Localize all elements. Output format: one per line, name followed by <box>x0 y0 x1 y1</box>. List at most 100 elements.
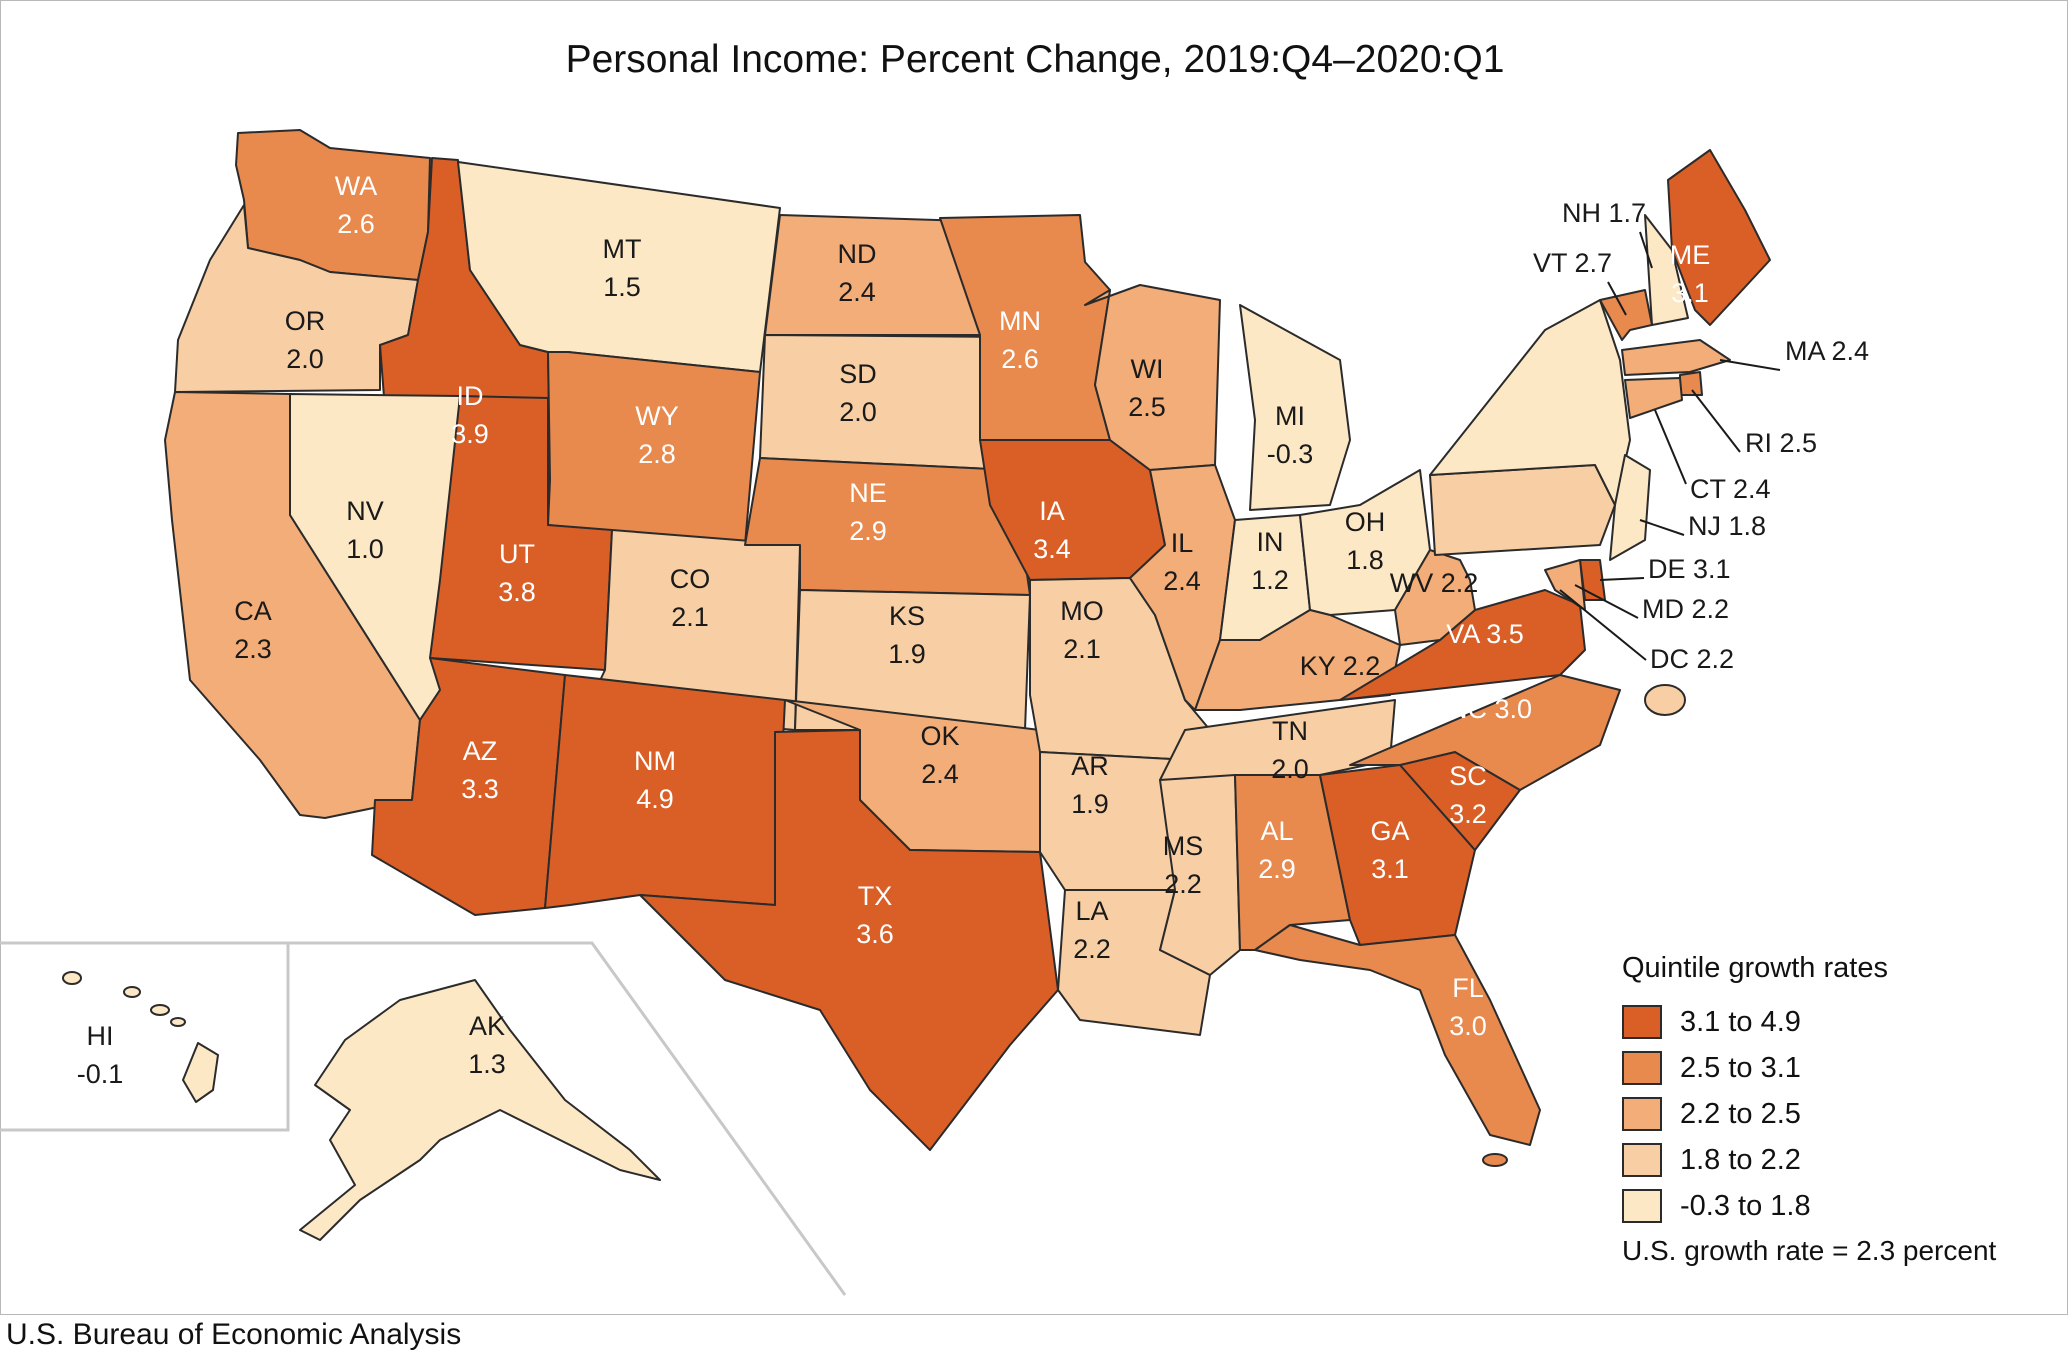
state-value-oh: 1.8 <box>1346 545 1384 575</box>
state-value-fl: 3.0 <box>1449 1011 1487 1041</box>
state-value-tx: 3.6 <box>856 919 894 949</box>
state-il <box>1129 464 1236 711</box>
state-label-wy: WY <box>635 401 679 431</box>
state-sd <box>759 334 1013 471</box>
legend-item-2: 2.5 to 3.1 <box>1622 1045 2042 1091</box>
leader-line-nh <box>1639 231 1653 269</box>
state-label-nm: NM <box>634 746 676 776</box>
state-value-nd: 2.4 <box>838 277 876 307</box>
state-ak <box>299 979 661 1241</box>
state-value-az: 3.3 <box>461 774 499 804</box>
legend: Quintile growth rates 3.1 to 4.9 2.5 to … <box>1622 952 2042 1267</box>
legend-swatch-3 <box>1622 1097 1662 1131</box>
callout-label-ri: RI 2.5 <box>1745 428 1817 458</box>
state-label-wi: WI <box>1131 354 1164 384</box>
state-value-co: 2.1 <box>671 602 709 632</box>
state-fl <box>1254 924 1541 1146</box>
legend-label-4: 1.8 to 2.2 <box>1680 1143 1801 1176</box>
inset-boxes <box>0 941 847 1296</box>
state-label-id: ID <box>457 381 484 411</box>
state-value-id: 3.9 <box>451 419 489 449</box>
state-label-ut: UT <box>499 539 535 569</box>
legend-item-4: 1.8 to 2.2 <box>1622 1137 2042 1183</box>
state-label-la: LA <box>1075 896 1108 926</box>
callout-label-ma: MA 2.4 <box>1785 336 1869 366</box>
callout-label-dc: DC 2.2 <box>1650 644 1734 674</box>
state-label-nc: NC 3.0 <box>1448 694 1532 724</box>
leader-line-ri <box>1691 389 1741 453</box>
state-label-hi: HI <box>87 1021 114 1051</box>
callout-label-de: DE 3.1 <box>1648 554 1731 584</box>
state-label-mt: MT <box>603 234 642 264</box>
state-value-me: 3.1 <box>1671 278 1709 308</box>
state-pa <box>1429 464 1616 556</box>
hawaii-island <box>170 1017 186 1027</box>
state-label-co: CO <box>670 564 711 594</box>
state-label-fl: FL <box>1452 973 1484 1003</box>
state-value-ms: 2.2 <box>1164 869 1202 899</box>
map-title: Personal Income: Percent Change, 2019:Q4… <box>565 38 1505 81</box>
leader-line-ct <box>1654 409 1687 485</box>
legend-swatch-5 <box>1622 1189 1662 1223</box>
state-label-ia: IA <box>1039 496 1065 526</box>
state-value-la: 2.2 <box>1073 934 1111 964</box>
state-value-ga: 3.1 <box>1371 854 1409 884</box>
state-label-al: AL <box>1260 816 1293 846</box>
state-value-ks: 1.9 <box>888 639 926 669</box>
state-label-tn: TN <box>1272 716 1308 746</box>
state-value-or: 2.0 <box>286 344 324 374</box>
state-nc <box>1349 674 1621 791</box>
callout-label-nh: NH 1.7 <box>1562 198 1646 228</box>
state-label-ga: GA <box>1370 816 1409 846</box>
state-ri <box>1679 371 1703 396</box>
state-value-al: 2.9 <box>1258 854 1296 884</box>
leader-line-de <box>1599 577 1645 581</box>
state-value-ca: 2.3 <box>234 634 272 664</box>
state-value-ar: 1.9 <box>1071 789 1109 819</box>
state-label-ar: AR <box>1071 751 1109 781</box>
state-label-ks: KS <box>889 601 925 631</box>
state-ny <box>1429 299 1631 506</box>
state-label-az: AZ <box>463 736 498 766</box>
hawaii-island <box>150 1004 170 1016</box>
states-layer <box>62 129 1771 1241</box>
state-value-mt: 1.5 <box>603 272 641 302</box>
state-value-ne: 2.9 <box>849 516 887 546</box>
legend-swatch-4 <box>1622 1143 1662 1177</box>
state-label-wa: WA <box>335 171 378 201</box>
state-label-tx: TX <box>858 881 893 911</box>
state-label-ky: KY 2.2 <box>1300 651 1381 681</box>
state-ma <box>1621 339 1731 376</box>
state-value-ia: 3.4 <box>1033 534 1071 564</box>
map-frame <box>0 0 2068 1315</box>
leader-line-dc <box>1559 589 1647 661</box>
legend-label-5: -0.3 to 1.8 <box>1680 1189 1811 1222</box>
island-shape <box>1482 1153 1508 1167</box>
legend-swatch-2 <box>1622 1051 1662 1085</box>
state-value-wy: 2.8 <box>638 439 676 469</box>
labels-layer: WA 2.6 OR 2.0 CA 2.3 ID 3.9 NV 1.0 MT 1.5 WY 2.8 UT 3.8… <box>77 171 1711 1089</box>
state-value-mn: 2.6 <box>1001 344 1039 374</box>
state-label-il: IL <box>1171 528 1194 558</box>
state-label-me: ME <box>1670 240 1711 270</box>
state-value-ak: 1.3 <box>468 1049 506 1079</box>
state-label-mo: MO <box>1060 596 1104 626</box>
state-label-mn: MN <box>999 306 1041 336</box>
state-label-sd: SD <box>839 359 877 389</box>
state-label-wv: WV 2.2 <box>1390 568 1479 598</box>
callout-label-nj: NJ 1.8 <box>1688 511 1766 541</box>
callout-layer: NH 1.7 VT 2.7 MA 2.4 RI 2.5 CT 2.4 NJ 1.8 DE 3… <box>1533 198 1869 674</box>
state-value-sc: 3.2 <box>1449 799 1487 829</box>
state-ct <box>1624 377 1683 419</box>
state-nh <box>1644 214 1689 326</box>
legend-label-2: 2.5 to 3.1 <box>1680 1051 1801 1084</box>
state-value-mi: -0.3 <box>1267 439 1314 469</box>
callout-label-md: MD 2.2 <box>1642 594 1729 624</box>
state-label-ca: CA <box>234 596 272 626</box>
legend-item-3: 2.2 to 2.5 <box>1622 1091 2042 1137</box>
callout-label-ct: CT 2.4 <box>1690 474 1771 504</box>
state-value-hi: -0.1 <box>77 1059 124 1089</box>
state-hi <box>182 1042 219 1103</box>
state-label-ak: AK <box>469 1011 505 1041</box>
